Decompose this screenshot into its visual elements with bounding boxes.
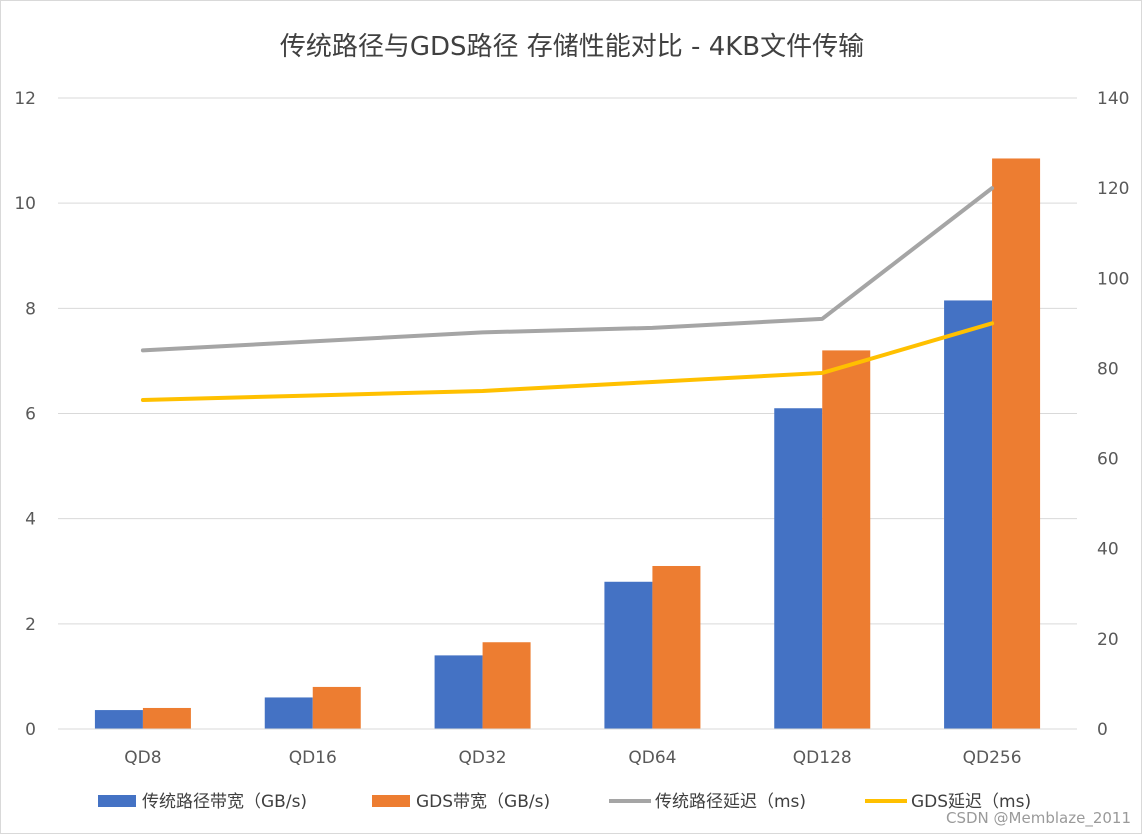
line-traditional-latency — [140, 186, 995, 353]
y-left-tick-label: 0 — [25, 720, 36, 740]
lines-layer — [140, 186, 995, 402]
x-category-label: QD8 — [124, 748, 161, 768]
legend-label: GDS带宽（GB/s) — [416, 792, 550, 812]
x-category-label: QD64 — [628, 748, 676, 768]
y-right-tick-label: 120 — [1097, 179, 1129, 199]
x-category-label: QD16 — [289, 748, 337, 768]
bar-traditional-bandwidth — [774, 408, 823, 729]
line-gds-latency — [140, 321, 995, 402]
bar-gds-bandwidth — [652, 565, 701, 729]
y-right-tick-label: 80 — [1097, 359, 1119, 379]
y-left-tick-label: 10 — [14, 194, 36, 214]
bar-traditional-bandwidth — [604, 581, 653, 729]
watermark-text: CSDN @Memblaze_2011 — [946, 809, 1131, 828]
y-right-tick-label: 40 — [1097, 540, 1119, 560]
y-right-tick-label: 140 — [1097, 89, 1129, 109]
legend-item: 传统路径延迟（ms) — [609, 792, 806, 812]
legend-item: GDS带宽（GB/s) — [372, 792, 550, 812]
legend-swatch — [372, 795, 410, 807]
y-left-tick-label: 6 — [25, 405, 36, 425]
y-left-tick-label: 4 — [25, 510, 36, 530]
x-category-label: QD256 — [963, 748, 1022, 768]
legend: 传统路径带宽（GB/s) GDS带宽（GB/s) 传统路径延迟（ms) GDS延迟（m… — [98, 792, 1031, 812]
y-right-tick-label: 100 — [1097, 269, 1129, 289]
y-left-tick-label: 8 — [25, 299, 36, 319]
bar-gds-bandwidth — [822, 350, 871, 729]
bars-layer — [94, 158, 1041, 730]
bar-gds-bandwidth — [142, 707, 191, 729]
bar-traditional-bandwidth — [944, 300, 993, 729]
grid-layer — [58, 97, 1077, 730]
y-right-tick-label: 0 — [1097, 720, 1108, 740]
legend-item: 传统路径带宽（GB/s) — [98, 792, 307, 812]
chart-title: 传统路径与GDS路径 存储性能对比 - 4KB文件传输 — [280, 32, 864, 62]
bar-gds-bandwidth — [482, 642, 531, 729]
legend-item: GDS延迟（ms) — [865, 792, 1031, 812]
x-category-label: QD128 — [793, 748, 852, 768]
bar-traditional-bandwidth — [434, 655, 483, 729]
y-left-tick-label: 2 — [25, 615, 36, 635]
y-right-tick-label: 20 — [1097, 630, 1119, 650]
x-category-label: QD32 — [459, 748, 507, 768]
legend-swatch — [98, 795, 136, 807]
y-right-tick-label: 60 — [1097, 450, 1119, 470]
bar-traditional-bandwidth — [94, 710, 143, 729]
bar-traditional-bandwidth — [264, 697, 313, 729]
bar-gds-bandwidth — [312, 686, 361, 729]
y-left-tick-label: 12 — [14, 89, 36, 109]
legend-label: 传统路径延迟（ms) — [655, 792, 806, 812]
legend-label: GDS延迟（ms) — [911, 792, 1031, 812]
legend-label: 传统路径带宽（GB/s) — [142, 792, 307, 812]
bar-gds-bandwidth — [992, 158, 1041, 730]
